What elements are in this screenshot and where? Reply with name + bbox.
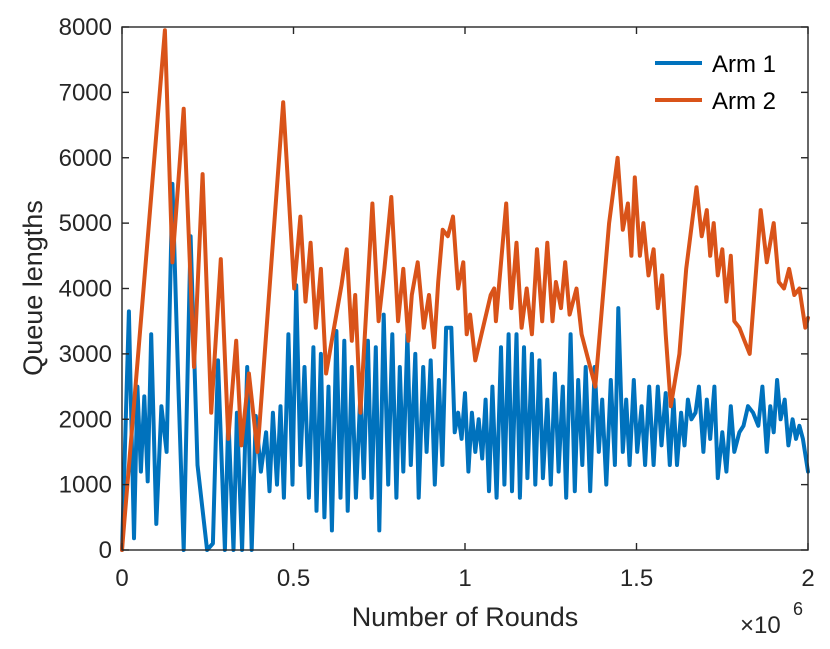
series-layer [120, 28, 810, 552]
legend-label-arm-2: Arm 2 [712, 88, 776, 115]
y-tick-label: 1000 [59, 472, 112, 499]
x-axis-multiplier: ×10 6 [740, 599, 803, 639]
y-axis-label: Queue lengths [18, 200, 48, 376]
y-tick-label: 8000 [59, 14, 112, 41]
y-tick-label: 6000 [59, 145, 112, 172]
x-multiplier-label: ×10 [740, 612, 781, 639]
series-line-arm-1 [120, 181, 810, 552]
y-tick-label: 7000 [59, 79, 112, 106]
y-tick-label: 5000 [59, 210, 112, 237]
y-tick-label: 2000 [59, 406, 112, 433]
x-tick-label: 2 [801, 565, 814, 592]
legend: Arm 1 Arm 2 [655, 51, 776, 115]
x-tick-label: 1 [458, 565, 471, 592]
x-tick-label: 0.5 [277, 565, 310, 592]
x-axis-label: Number of Rounds [352, 602, 579, 632]
x-axis: 0 0.5 1 1.5 2 [115, 27, 815, 592]
y-tick-label: 3000 [59, 341, 112, 368]
legend-label-arm-1: Arm 1 [712, 51, 776, 78]
y-tick-label: 0 [99, 537, 112, 564]
y-tick-label: 4000 [59, 276, 112, 303]
x-tick-label: 0 [115, 565, 128, 592]
y-axis: 0 1000 2000 3000 4000 5000 6000 7000 8000 [59, 14, 808, 564]
series-line-arm-2 [120, 28, 810, 552]
x-tick-label: 1.5 [620, 565, 653, 592]
x-multiplier-power: 6 [793, 599, 803, 619]
